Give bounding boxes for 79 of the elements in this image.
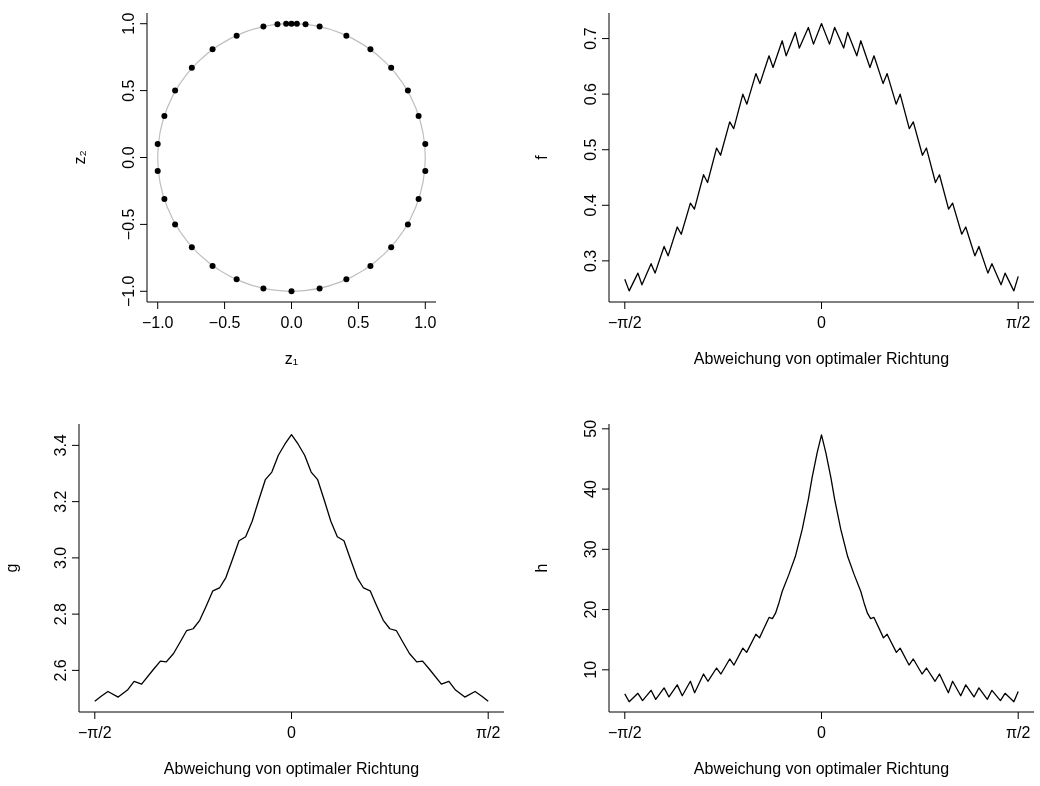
point (161, 113, 168, 120)
point (316, 23, 323, 30)
x-tick-label: π/2 (1006, 724, 1031, 741)
point (209, 46, 216, 53)
point (288, 288, 295, 295)
point (302, 21, 309, 28)
x-tick-label: 0.0 (280, 314, 303, 331)
y-axis-title: f (533, 154, 550, 160)
point (188, 244, 195, 251)
point (209, 262, 216, 269)
y-tick-label: 30 (582, 540, 599, 559)
y-tick-label: 0.5 (582, 138, 599, 161)
point (274, 21, 281, 28)
point (233, 276, 240, 283)
y-tick-label: 50 (582, 419, 599, 438)
y-axis-title: z₂ (71, 150, 88, 165)
y-tick-label: 0.0 (120, 146, 137, 169)
line-series (624, 22, 1019, 292)
x-axis-title: Abweichung von optimaler Richtung (693, 760, 950, 777)
x-tick-label: −π/2 (77, 724, 112, 741)
y-tick-label: 0.4 (582, 194, 599, 217)
point (415, 113, 422, 120)
point (188, 64, 195, 71)
y-tick-label: 0.7 (582, 27, 599, 50)
y-tick-label: 10 (582, 660, 599, 679)
point (388, 244, 395, 251)
y-tick-label: 3.4 (52, 434, 69, 457)
y-tick-label: 0.3 (582, 249, 599, 272)
point (343, 32, 350, 39)
y-tick-label: 3.2 (52, 490, 69, 513)
x-tick-label: 0 (817, 724, 827, 741)
y-tick-label: 20 (582, 600, 599, 619)
point (283, 20, 290, 27)
x-tick-label: 0 (817, 314, 827, 331)
point (154, 141, 161, 148)
point (172, 87, 179, 94)
point (367, 46, 374, 53)
x-tick-label: 1.0 (414, 314, 437, 331)
x-axis-title: Abweichung von optimaler Richtung (163, 760, 420, 777)
point (343, 276, 350, 283)
y-tick-label: −1.0 (120, 275, 137, 308)
x-tick-label: 0 (287, 724, 297, 741)
point (293, 20, 300, 27)
x-tick-label: −π/2 (607, 724, 642, 741)
point (422, 167, 429, 174)
y-tick-label: 0.6 (582, 82, 599, 106)
point (288, 20, 295, 27)
point (422, 141, 429, 148)
y-tick-label: −0.5 (120, 208, 137, 241)
y-tick-label: 2.8 (52, 602, 69, 626)
point (260, 23, 267, 30)
y-tick-label: 2.6 (52, 659, 69, 682)
point (316, 285, 323, 292)
point (172, 221, 179, 228)
line-series (94, 434, 489, 702)
x-tick-label: −π/2 (607, 314, 642, 331)
point (388, 64, 395, 71)
x-tick-label: −0.5 (208, 314, 241, 331)
y-axis-title: g (3, 563, 20, 573)
point (233, 32, 240, 39)
x-tick-label: π/2 (1006, 314, 1031, 331)
point (154, 167, 161, 174)
y-axis-title: h (533, 563, 550, 573)
point (404, 87, 411, 94)
line-series (624, 434, 1019, 703)
y-tick-label: 3.0 (52, 546, 69, 569)
x-tick-label: −1.0 (141, 314, 174, 331)
y-tick-label: 40 (582, 480, 599, 498)
x-tick-label: 0.5 (347, 314, 370, 331)
y-tick-label: 1.0 (120, 12, 137, 35)
point (404, 221, 411, 228)
point (161, 195, 168, 202)
x-axis-title: z₁ (284, 350, 299, 367)
x-axis-title: Abweichung von optimaler Richtung (693, 350, 950, 367)
x-tick-label: π/2 (476, 724, 501, 741)
point (367, 262, 374, 269)
y-tick-label: 0.5 (120, 79, 137, 102)
point (415, 195, 422, 202)
point (260, 285, 267, 292)
